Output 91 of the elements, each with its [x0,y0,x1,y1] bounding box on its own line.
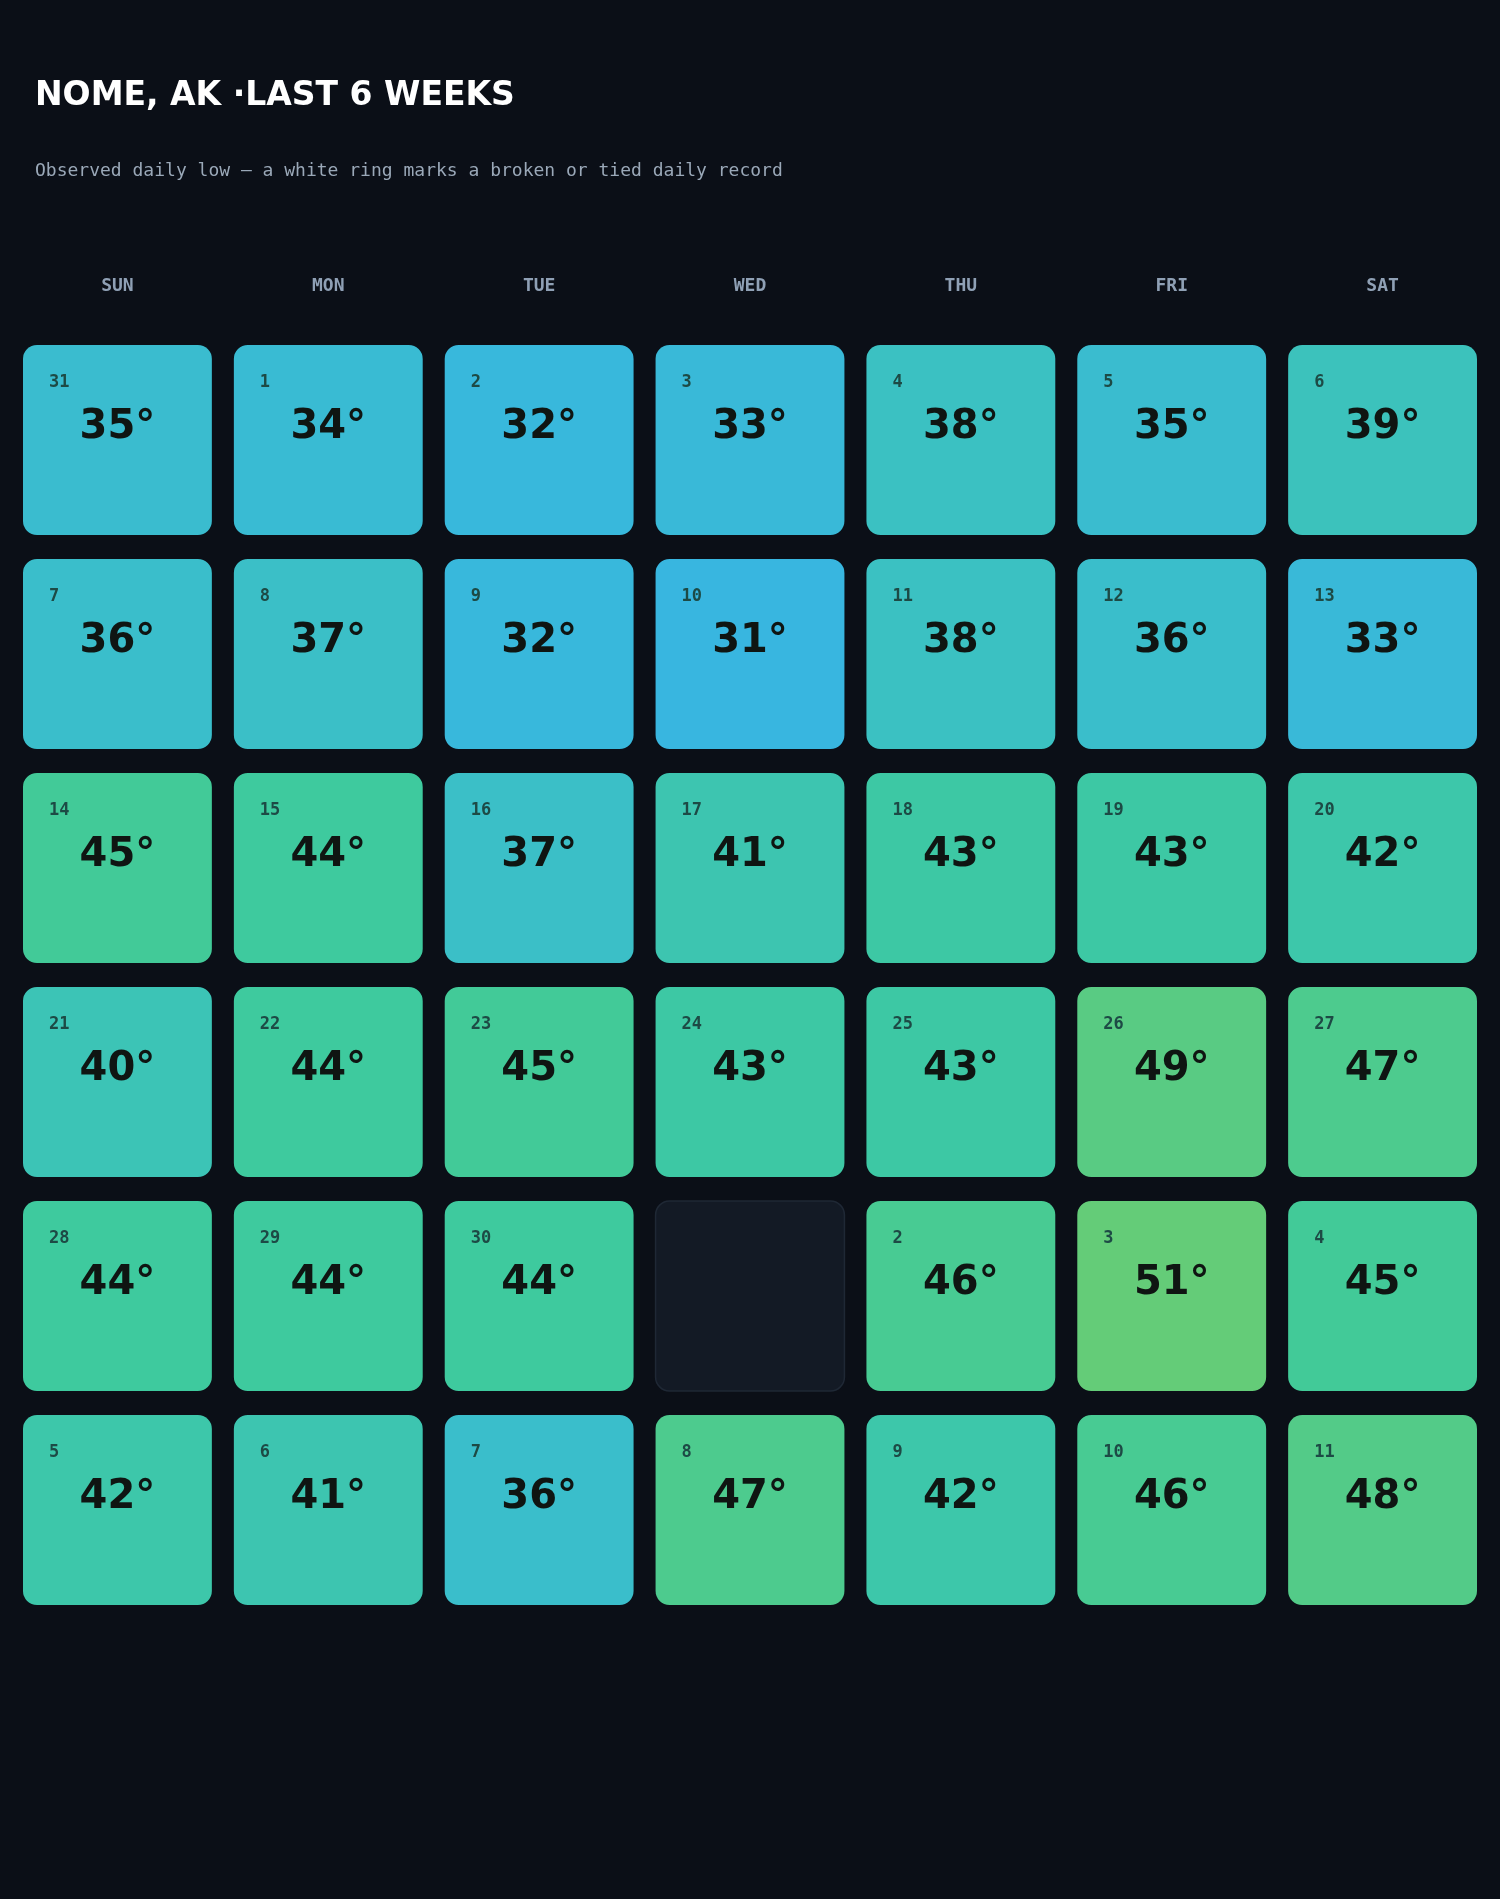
data-label: 42° [79,1471,156,1517]
annotation: 9 [470,585,481,605]
annotation: 11 [1314,1441,1335,1461]
data-label: 38° [923,401,999,447]
annotation: 26 [1103,1013,1124,1033]
chart-subtitle: Observed daily low — a white ring marks a broken or tied daily record [35,158,783,180]
annotation: 20 [1314,799,1335,819]
annotation: 15 [259,799,281,819]
annotation: 2 [892,1227,903,1247]
annotation: 8 [681,1441,692,1461]
annotation: 10 [681,585,703,605]
data-label: 42° [1344,829,1421,875]
data-label: 32° [501,615,577,661]
annotation: 23 [470,1013,492,1033]
data-label: 33° [1344,615,1421,661]
data-label: 40° [79,1043,156,1089]
data-label: 44° [290,1043,367,1089]
data-label: 44° [290,829,367,875]
x-tick-label: FRI [1155,273,1188,295]
annotation: 9 [892,1441,903,1461]
x-tick-label: MON [312,273,345,295]
annotation: 19 [1103,799,1124,819]
annotation: 12 [1103,585,1124,605]
annotation: 30 [470,1227,492,1247]
data-label: 36° [79,615,156,661]
data-label: 34° [290,401,367,447]
data-label: 37° [501,829,577,875]
annotation: 2 [470,371,481,391]
annotation: 7 [49,585,60,605]
data-label: 45° [79,829,156,875]
annotation: 6 [259,1441,271,1461]
data-label: 46° [923,1257,999,1303]
data-label: 48° [1344,1471,1421,1517]
annotation: 22 [259,1013,281,1033]
annotation: 3 [681,371,692,391]
data-label: 51° [1133,1257,1210,1303]
data-label: 49° [1133,1043,1210,1089]
data-label: 36° [501,1471,577,1517]
annotation: 1 [259,371,271,391]
annotation: 16 [470,799,492,819]
x-tick-label: TUE [522,273,556,295]
x-tick-label: SUN [101,273,134,295]
data-label: 38° [923,615,999,661]
data-label: 36° [1133,615,1210,661]
data-label: 43° [923,829,999,875]
x-tick-label: SAT [1366,273,1399,295]
data-label: 33° [712,401,788,447]
data-label: 43° [1133,829,1210,875]
annotation: 5 [1103,371,1114,391]
data-label: 39° [1344,401,1421,447]
data-label: 35° [79,401,156,447]
data-label: 45° [501,1043,577,1089]
data-label: 41° [712,829,788,875]
data-label: 44° [79,1257,156,1303]
data-label: 32° [501,401,577,447]
data-label: 31° [712,615,788,661]
x-tick-label: WED [733,273,767,295]
annotation: 10 [1103,1441,1124,1461]
annotation: 31 [49,371,70,391]
annotation: 28 [49,1227,70,1247]
data-label: 47° [712,1471,788,1517]
annotation: 4 [892,371,903,391]
annotation: 13 [1314,585,1335,605]
annotation: 27 [1314,1013,1335,1033]
annotation: 17 [681,799,703,819]
annotation: 18 [892,799,913,819]
annotation: 11 [892,585,913,605]
annotation: 7 [470,1441,481,1461]
annotation: 21 [49,1013,70,1033]
annotation: 25 [892,1013,913,1033]
chart-title: NOME, AK ·LAST 6 WEEKS [35,74,515,113]
annotation: 29 [259,1227,281,1247]
annotation: 4 [1314,1227,1325,1247]
data-label: 41° [290,1471,367,1517]
x-tick-label: THU [944,273,978,295]
data-label: 44° [290,1257,367,1303]
annotation: 14 [49,799,70,819]
data-label: 35° [1133,401,1210,447]
annotation: 5 [49,1441,60,1461]
data-label: 37° [290,615,367,661]
data-label: 46° [1133,1471,1210,1517]
annotation: 6 [1314,371,1325,391]
data-label: 43° [712,1043,788,1089]
data-label: 47° [1344,1043,1421,1089]
annotation: 3 [1103,1227,1114,1247]
data-label: 45° [1344,1257,1421,1303]
data-label: 42° [923,1471,999,1517]
data-label: 44° [501,1257,577,1303]
data-label: 43° [923,1043,999,1089]
annotation: 8 [259,585,271,605]
annotation: 24 [681,1013,703,1033]
